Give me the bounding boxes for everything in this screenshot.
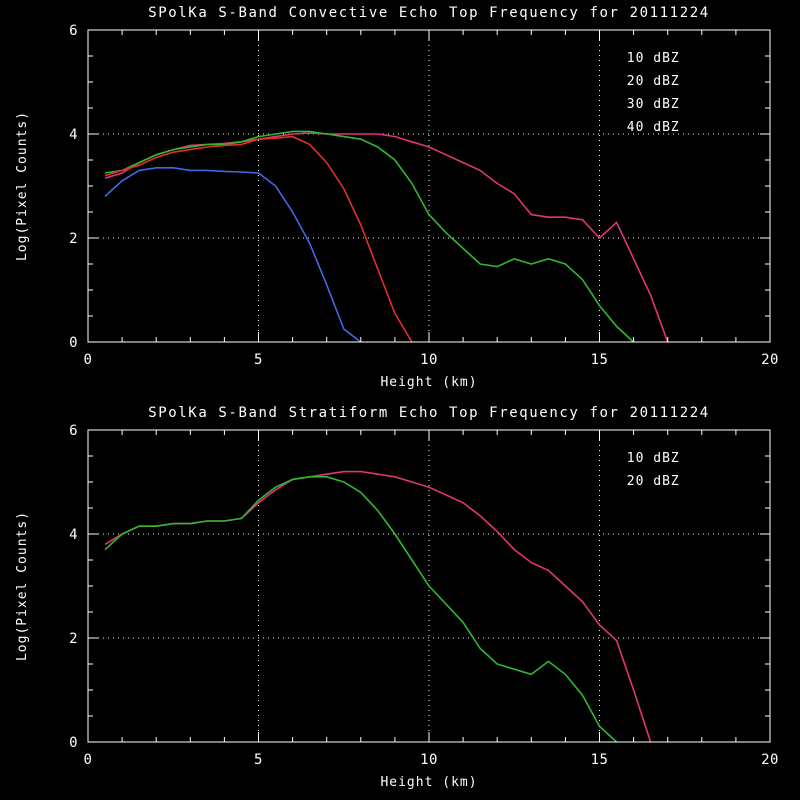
- y-tick-label: 0: [69, 335, 78, 351]
- series-line-40-dBZ: [104, 167, 362, 343]
- legend-entry-20-dBZ: 20 dBZ: [627, 74, 680, 89]
- x-tick-label: 10: [420, 352, 438, 368]
- series-line-10-dBZ: [104, 470, 652, 743]
- legend-entry-30-dBZ: 30 dBZ: [627, 97, 680, 112]
- x-tick-label: 0: [84, 352, 93, 368]
- x-tick-label: 15: [591, 352, 609, 368]
- y-tick-label: 0: [69, 735, 78, 751]
- chart-title: SPolKa S-Band Stratiform Echo Top Freque…: [148, 405, 710, 421]
- x-tick-label: 20: [761, 352, 779, 368]
- x-tick-label: 5: [254, 752, 263, 768]
- y-axis-label: Log(Pixel Counts): [15, 511, 30, 661]
- convective-echo-top-chart: 0 5 10 15 20 0 2 4 6 SPolKa S-Band Convective Ech…: [15, 5, 779, 390]
- legend-entry-20-dBZ: 20 dBZ: [627, 474, 680, 489]
- stratiform-echo-top-chart: 0 5 10 15 20 0 2 4 6 SPolKa S-Band Stratiform Ech…: [0, 400, 800, 800]
- stratiform-echo-top-chart-canvas: 0 5 10 15 20 0 2 4 6 SPolKa S-Band Stratiform Ech…: [0, 400, 800, 800]
- series-line-20-dBZ: [104, 130, 635, 343]
- legend-entry-10-dBZ: 10 dBZ: [627, 451, 680, 466]
- legend-entry-10-dBZ: 10 dBZ: [627, 51, 680, 66]
- convective-echo-top-chart-canvas: 0 5 10 15 20 0 2 4 6 SPolKa S-Band Convective Ech…: [15, 5, 779, 390]
- chart-title: SPolKa S-Band Convective Echo Top Freque…: [148, 5, 710, 21]
- y-tick-label: 4: [69, 127, 78, 143]
- y-axis-label: Log(Pixel Counts): [15, 111, 30, 261]
- x-tick-label: 0: [84, 752, 93, 768]
- series-line-30-dBZ: [104, 135, 413, 343]
- x-tick-label: 15: [591, 752, 609, 768]
- y-tick-label: 4: [69, 527, 78, 543]
- x-axis-label: Height (km): [380, 775, 477, 790]
- y-tick-label: 6: [69, 23, 78, 39]
- y-tick-label: 6: [69, 423, 78, 439]
- series-line-20-dBZ: [104, 476, 618, 743]
- x-tick-label: 5: [254, 352, 263, 368]
- x-tick-label: 10: [420, 752, 438, 768]
- y-tick-label: 2: [69, 231, 78, 247]
- x-tick-label: 20: [761, 752, 779, 768]
- x-axis-label: Height (km): [380, 375, 477, 390]
- y-tick-label: 2: [69, 631, 78, 647]
- legend-entry-40-dBZ: 40 dBZ: [627, 120, 680, 135]
